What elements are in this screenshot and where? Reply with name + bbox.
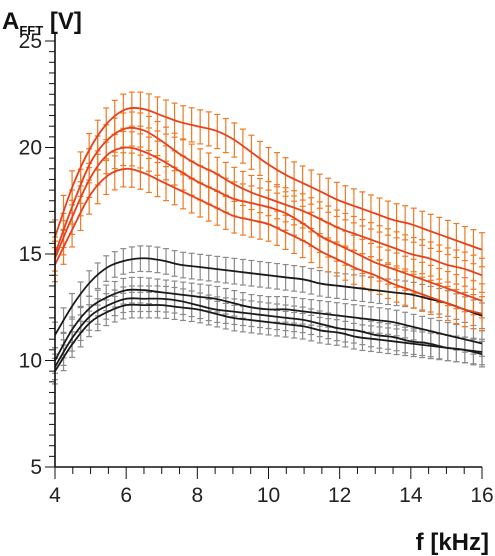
x-axis-title: f [kHz]: [416, 529, 489, 556]
series-1-line: [54, 107, 483, 251]
series-layer: [52, 91, 485, 385]
series-6-line: [54, 288, 483, 361]
y-tick-label: 20: [19, 137, 42, 160]
series-5-line: [54, 257, 483, 336]
x-tick-label: 6: [120, 484, 132, 507]
x-tick-label: 14: [399, 484, 423, 507]
x-tick-label: 10: [257, 484, 280, 507]
y-tick-label: 5: [30, 456, 42, 479]
y-tick-label: 15: [19, 243, 42, 266]
series-3-line: [54, 146, 483, 302]
x-tick-label: 16: [470, 484, 493, 507]
series-8-line: [54, 303, 483, 372]
axes-layer: 5 10 15 20 25 4 6 8 10 12 14 16: [19, 30, 494, 507]
x-tick-label: 12: [328, 484, 351, 507]
x-tick-label: 8: [191, 484, 203, 507]
y-axis-title-subscript: FFT: [19, 23, 43, 38]
series-2-line: [54, 126, 483, 277]
series-7-line: [54, 297, 483, 368]
y-tick-label: 10: [19, 350, 42, 373]
series-4-line: [54, 167, 483, 315]
y-axis-title: AFFT [V]: [2, 8, 82, 38]
x-tick-label: 4: [49, 484, 61, 507]
y-tick-label: 25: [19, 30, 42, 53]
y-axis-title-main: A: [2, 8, 19, 35]
labels-layer: AFFT [V] f [kHz]: [2, 8, 489, 556]
y-axis-title-unit: [V]: [43, 8, 82, 35]
